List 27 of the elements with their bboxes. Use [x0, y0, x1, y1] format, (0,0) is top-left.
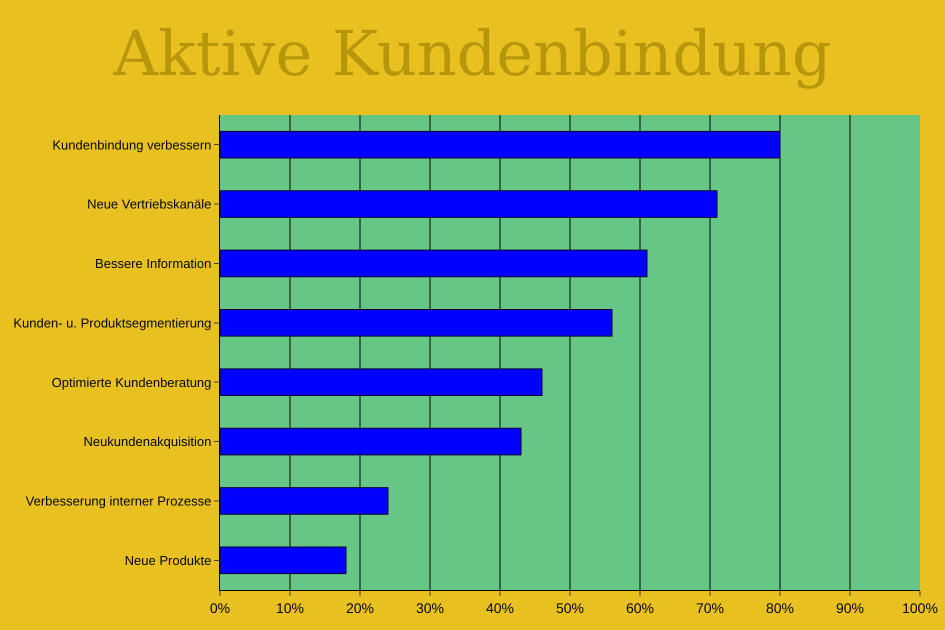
- bar: [220, 546, 346, 574]
- y-tick-label: Bessere Information: [95, 256, 212, 271]
- y-tick-label: Optimierte Kundenberatung: [52, 374, 212, 390]
- x-tick-label: 20%: [346, 600, 374, 616]
- x-tick-label: 50%: [556, 600, 584, 616]
- x-tick-label: 100%: [902, 600, 938, 616]
- y-tick-label: Neukundenakquisition: [83, 434, 212, 450]
- bar: [220, 250, 648, 278]
- y-tick-label: Verbesserung interner Prozesse: [26, 493, 212, 508]
- bar: [220, 130, 780, 159]
- bar: [220, 487, 388, 515]
- y-tick-label: Neue Vertriebskanäle: [87, 196, 212, 212]
- bar: [220, 308, 612, 337]
- bar: [220, 368, 542, 396]
- x-tick-label: 0%: [210, 600, 230, 616]
- x-tick-label: 40%: [486, 600, 514, 616]
- x-tick-label: 30%: [416, 600, 444, 616]
- bar: [220, 428, 522, 456]
- y-tick-label: Kundenbindung verbessern: [52, 137, 212, 152]
- y-tick-label: Neue Produkte: [124, 552, 212, 568]
- y-tick-label: Kunden- u. Produktsegmentierung: [13, 315, 212, 330]
- x-tick-label: 10%: [276, 600, 304, 616]
- bar: [220, 190, 718, 218]
- x-tick-label: 90%: [836, 600, 864, 616]
- x-tick-label: 80%: [766, 600, 794, 616]
- x-tick-label: 70%: [696, 600, 724, 616]
- x-tick-label: 60%: [626, 600, 654, 616]
